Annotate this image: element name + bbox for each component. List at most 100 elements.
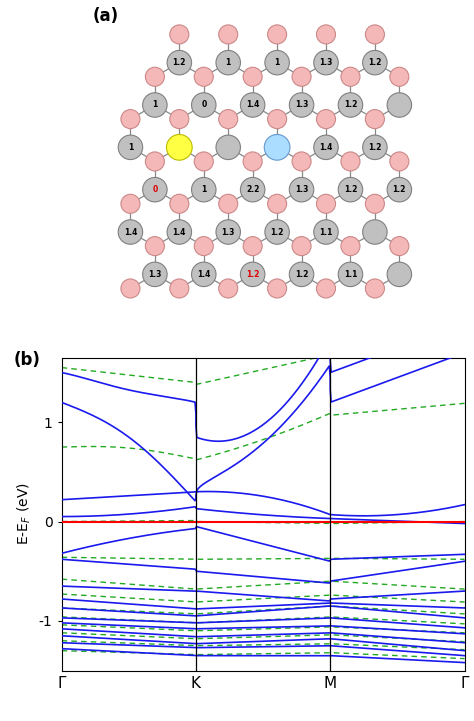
- Circle shape: [289, 177, 314, 202]
- Circle shape: [341, 236, 360, 256]
- Text: 1.1: 1.1: [344, 270, 357, 279]
- Circle shape: [243, 236, 262, 256]
- Text: (b): (b): [13, 351, 40, 369]
- Circle shape: [268, 110, 287, 128]
- Circle shape: [292, 236, 311, 256]
- Circle shape: [121, 279, 140, 298]
- Text: 1.2: 1.2: [295, 270, 308, 279]
- Circle shape: [240, 177, 265, 202]
- Circle shape: [219, 194, 238, 213]
- Circle shape: [143, 93, 167, 118]
- Circle shape: [289, 262, 314, 286]
- Text: 1.3: 1.3: [295, 100, 308, 110]
- Circle shape: [338, 262, 363, 286]
- Text: 1.2: 1.2: [344, 100, 357, 110]
- Text: 1.2: 1.2: [344, 185, 357, 194]
- Circle shape: [118, 220, 143, 244]
- Circle shape: [143, 177, 167, 202]
- Circle shape: [194, 236, 213, 256]
- Circle shape: [170, 279, 189, 298]
- Y-axis label: E-E$_F$ (eV): E-E$_F$ (eV): [16, 483, 33, 546]
- Circle shape: [243, 67, 262, 87]
- Text: 1.2: 1.2: [368, 58, 382, 67]
- Circle shape: [317, 279, 336, 298]
- Circle shape: [365, 194, 384, 213]
- Circle shape: [219, 25, 238, 44]
- Circle shape: [194, 152, 213, 171]
- Circle shape: [317, 110, 336, 128]
- Text: 1.3: 1.3: [148, 270, 162, 279]
- Circle shape: [191, 93, 216, 118]
- Circle shape: [292, 152, 311, 171]
- Circle shape: [240, 93, 265, 118]
- Circle shape: [265, 220, 289, 244]
- Circle shape: [240, 262, 265, 286]
- Circle shape: [216, 50, 240, 75]
- Circle shape: [363, 220, 387, 244]
- Text: 1.4: 1.4: [124, 228, 137, 236]
- Circle shape: [219, 279, 238, 298]
- Text: 1.2: 1.2: [173, 58, 186, 67]
- Circle shape: [365, 25, 384, 44]
- Circle shape: [264, 135, 290, 160]
- Text: 2.2: 2.2: [246, 185, 259, 194]
- Text: 0: 0: [152, 185, 157, 194]
- Circle shape: [265, 50, 289, 75]
- Circle shape: [194, 67, 213, 87]
- Circle shape: [363, 135, 387, 159]
- Circle shape: [314, 50, 338, 75]
- Circle shape: [314, 220, 338, 244]
- Circle shape: [268, 194, 287, 213]
- Text: 1.4: 1.4: [197, 270, 210, 279]
- Circle shape: [341, 67, 360, 87]
- Circle shape: [390, 152, 409, 171]
- Text: 1.4: 1.4: [246, 100, 259, 110]
- Text: 1.4: 1.4: [173, 228, 186, 236]
- Text: (a): (a): [93, 7, 119, 25]
- Circle shape: [191, 262, 216, 286]
- Circle shape: [365, 279, 384, 298]
- Text: 1: 1: [201, 185, 206, 194]
- Text: 1.2: 1.2: [368, 143, 382, 152]
- Circle shape: [387, 177, 411, 202]
- Text: 1: 1: [152, 100, 157, 110]
- Circle shape: [216, 220, 240, 244]
- Circle shape: [387, 93, 411, 118]
- Text: 1.4: 1.4: [319, 143, 333, 152]
- Circle shape: [268, 25, 287, 44]
- Circle shape: [121, 194, 140, 213]
- Circle shape: [338, 177, 363, 202]
- Circle shape: [317, 194, 336, 213]
- Circle shape: [146, 67, 164, 87]
- Circle shape: [387, 262, 411, 286]
- Circle shape: [314, 135, 338, 159]
- Circle shape: [341, 152, 360, 171]
- Text: 1: 1: [226, 58, 231, 67]
- Circle shape: [170, 194, 189, 213]
- Text: 1: 1: [128, 143, 133, 152]
- Circle shape: [167, 50, 191, 75]
- Circle shape: [121, 110, 140, 128]
- Circle shape: [363, 50, 387, 75]
- Circle shape: [118, 135, 143, 159]
- Text: 1.3: 1.3: [295, 185, 308, 194]
- Text: 1: 1: [274, 58, 280, 67]
- Circle shape: [216, 135, 240, 159]
- Circle shape: [390, 236, 409, 256]
- Circle shape: [338, 93, 363, 118]
- Circle shape: [243, 152, 262, 171]
- Circle shape: [219, 110, 238, 128]
- Circle shape: [170, 25, 189, 44]
- Circle shape: [166, 135, 192, 160]
- Circle shape: [317, 25, 336, 44]
- Text: 1.1: 1.1: [319, 228, 333, 236]
- Text: 1.2: 1.2: [246, 270, 259, 279]
- Text: 1.2: 1.2: [271, 228, 284, 236]
- Circle shape: [170, 110, 189, 128]
- Circle shape: [292, 67, 311, 87]
- Circle shape: [146, 236, 164, 256]
- Circle shape: [191, 177, 216, 202]
- Circle shape: [146, 152, 164, 171]
- Circle shape: [289, 93, 314, 118]
- Circle shape: [268, 279, 287, 298]
